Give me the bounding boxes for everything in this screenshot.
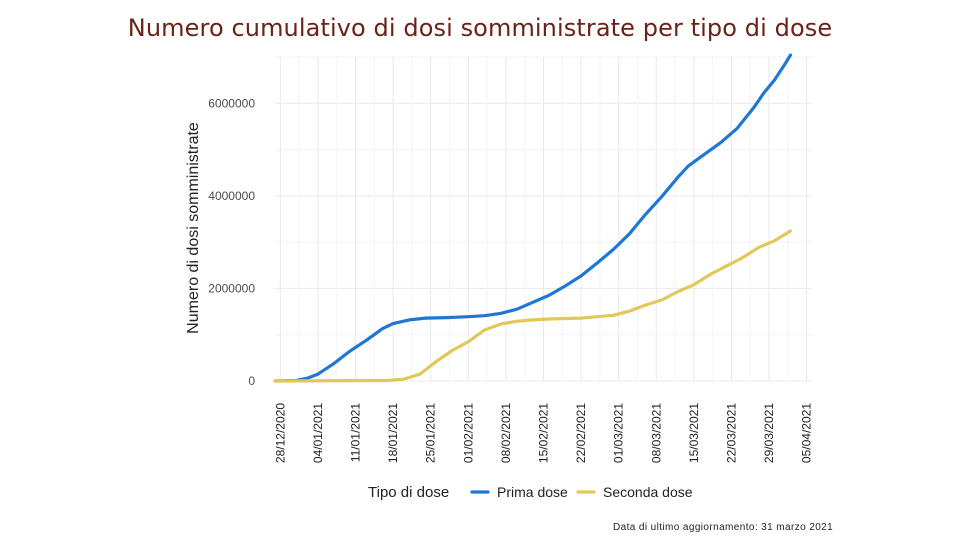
x-tick-label: 25/01/2021 — [424, 403, 438, 463]
legend-title: Tipo di dose — [368, 484, 449, 501]
y-tick-label: 4000000 — [208, 189, 255, 203]
x-tick-label: 18/01/2021 — [386, 403, 400, 463]
x-tick-label: 28/12/2020 — [273, 403, 287, 463]
y-axis-label: Numero di dosi somministrate — [185, 122, 202, 334]
x-tick-label: 01/03/2021 — [612, 403, 626, 463]
legend-label-2: Seconda dose — [603, 484, 693, 500]
x-tick-label: 15/02/2021 — [537, 403, 551, 463]
grid-lines — [275, 56, 812, 382]
legend: Tipo di dose Prima dose Seconda dose — [368, 484, 693, 501]
x-tick-label: 11/01/2021 — [349, 403, 363, 462]
series-line-1 — [273, 53, 793, 383]
x-tick-label: 05/04/2021 — [800, 403, 814, 463]
y-tick-label: 2000000 — [208, 281, 255, 295]
x-tick-label: 15/03/2021 — [687, 403, 701, 463]
series-line-2 — [273, 229, 793, 383]
slide-title: Numero cumulativo di dosi somministrate … — [127, 14, 833, 42]
y-tick-label: 6000000 — [208, 96, 255, 110]
x-tick-label: 04/01/2021 — [311, 403, 325, 463]
x-tick-label: 29/03/2021 — [762, 403, 776, 463]
x-tick-label: 01/02/2021 — [461, 403, 475, 463]
y-axis-ticks: 0 2000000 4000000 6000000 — [208, 96, 255, 388]
legend-label-1: Prima dose — [497, 484, 568, 500]
x-axis-ticks: 28/12/2020 04/01/2021 11/01/2021 18/01/2021… — [273, 403, 813, 463]
last-update-note: Data di ultimo aggiornamento: 31 marzo 2… — [613, 522, 834, 533]
x-tick-label: 22/03/2021 — [725, 403, 739, 463]
x-tick-label: 08/03/2021 — [649, 403, 663, 463]
y-tick-label: 0 — [248, 374, 255, 388]
series-lines — [273, 53, 793, 383]
x-tick-label: 08/02/2021 — [499, 403, 513, 463]
x-tick-label: 22/02/2021 — [574, 403, 588, 463]
